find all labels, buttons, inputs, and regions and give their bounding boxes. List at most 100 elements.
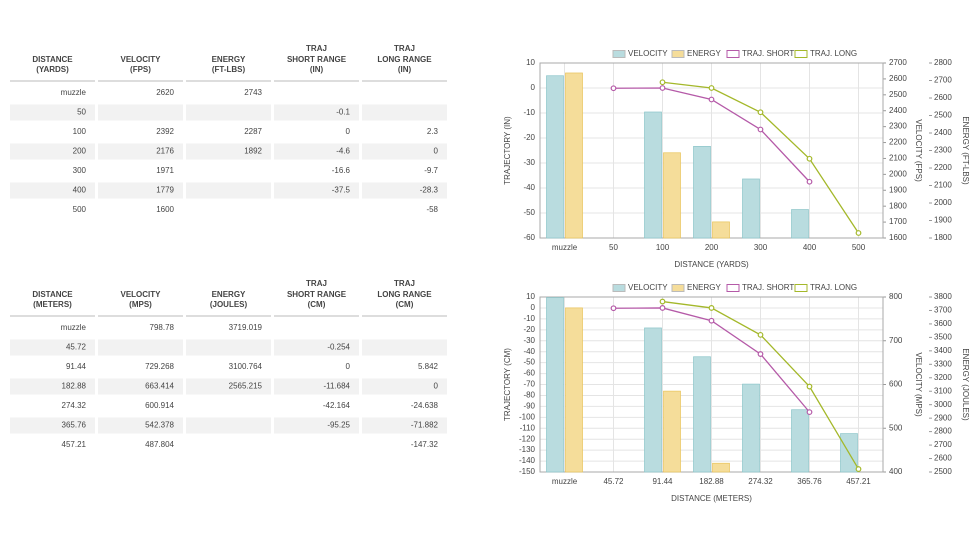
y2-tick-label: 2600 (889, 74, 907, 83)
bar (693, 356, 711, 473)
y3-tick-label: 2700 (934, 76, 952, 85)
point (708, 85, 715, 91)
y3-axis-title: ENERGY (FT-LBS) (961, 116, 970, 185)
point (757, 126, 764, 133)
header-unit: (MPS) (129, 300, 152, 309)
cell: muzzle (61, 88, 87, 97)
cell: 182.88 (62, 382, 87, 391)
cell: 729.268 (145, 362, 174, 371)
y-tick-label: -70 (523, 380, 535, 389)
y2-tick-label: 600 (889, 380, 903, 389)
legend-swatch (612, 284, 626, 292)
row-shade (10, 104, 95, 121)
bar (693, 146, 711, 239)
header-title: TRAJ (394, 279, 415, 288)
row-shade (10, 182, 95, 199)
row-shade (98, 143, 183, 160)
bar (565, 72, 583, 239)
y-tick-label: -10 (523, 108, 535, 117)
x-tick-label: 274.32 (748, 477, 773, 486)
y-tick-label: -50 (523, 358, 535, 367)
y2-tick-label: 500 (889, 423, 903, 432)
row-shade (98, 104, 183, 121)
x-axis-title: DISTANCE (METERS) (671, 494, 752, 503)
legend-label: VELOCITY (628, 49, 668, 58)
cell: 542.378 (145, 421, 174, 430)
header-title: ENERGY (212, 290, 246, 299)
point (610, 85, 617, 92)
header-unit: (JOULES) (210, 300, 248, 309)
x-tick-label: 457.21 (846, 477, 871, 486)
cell: 50 (77, 108, 86, 117)
row-shade (98, 182, 183, 199)
cell: -0.1 (336, 108, 350, 117)
cell: 5.842 (418, 362, 439, 371)
point (806, 383, 813, 390)
point (757, 331, 764, 338)
y-tick-label: -90 (523, 401, 535, 410)
x-tick-label: 45.72 (603, 477, 624, 486)
cell: 2392 (156, 127, 174, 136)
cell: 487.804 (145, 440, 174, 449)
y2-tick-label: 2300 (889, 122, 907, 131)
legend-label: ENERGY (687, 49, 721, 58)
y-axis-title: TRAJECTORY (IN) (503, 116, 512, 185)
y-tick-label: -110 (520, 423, 536, 432)
header-title: LONG RANGE (377, 290, 432, 299)
x-tick-label: 100 (656, 243, 670, 252)
y-tick-label: -10 (523, 314, 535, 323)
cell: 1892 (244, 147, 262, 156)
x-tick-label: 91.44 (652, 477, 673, 486)
header-unit: (CM) (396, 300, 414, 309)
row-shade (10, 143, 95, 160)
y3-tick-label: 2400 (934, 128, 952, 137)
y2-tick-label: 1800 (889, 201, 907, 210)
legend-swatch (794, 50, 808, 58)
row-shade (186, 104, 271, 121)
cell: 100 (73, 127, 87, 136)
bar (742, 383, 760, 473)
y3-tick-label: 2900 (934, 413, 952, 422)
y-tick-label: -50 (523, 208, 535, 217)
cell: 200 (73, 147, 87, 156)
cell: -11.684 (323, 382, 350, 391)
y-tick-label: 0 (531, 303, 536, 312)
y-axis-title: TRAJECTORY (CM) (503, 348, 512, 421)
cell: 0 (434, 147, 439, 156)
legend-label: ENERGY (687, 283, 721, 292)
row-shade (10, 417, 95, 434)
cell: -58 (426, 205, 438, 214)
cell: 500 (73, 205, 87, 214)
legend-swatch (671, 50, 685, 58)
x-tick-label: 182.88 (699, 477, 724, 486)
row-shade (10, 339, 95, 356)
y3-tick-label: 2300 (934, 146, 952, 155)
cell: -4.6 (336, 147, 350, 156)
bar (791, 209, 809, 239)
header-title: SHORT RANGE (287, 55, 347, 64)
x-tick-label: 200 (705, 243, 719, 252)
y-tick-label: -40 (523, 183, 535, 192)
header-unit: (YARDS) (36, 65, 69, 74)
y3-tick-label: 2100 (934, 181, 952, 190)
point (708, 96, 715, 103)
point (757, 109, 764, 116)
y-tick-label: -130 (519, 445, 536, 454)
y2-tick-label: 2000 (889, 169, 907, 178)
bar (712, 462, 730, 473)
point (659, 79, 666, 86)
cell: 2.3 (427, 127, 439, 136)
bar (546, 75, 564, 239)
row-shade (186, 417, 271, 434)
cell: 1971 (156, 166, 174, 175)
y-tick-label: -20 (523, 133, 535, 142)
cell: 2287 (244, 127, 262, 136)
legend-label: TRAJ. LONG (810, 283, 857, 292)
y2-tick-label: 700 (889, 336, 903, 345)
legend-label: TRAJ. SHORT (742, 49, 794, 58)
point (806, 409, 813, 416)
y2-tick-label: 2200 (889, 138, 907, 147)
row-shade (362, 378, 447, 395)
y2-tick-label: 400 (889, 467, 903, 476)
point (855, 230, 862, 236)
